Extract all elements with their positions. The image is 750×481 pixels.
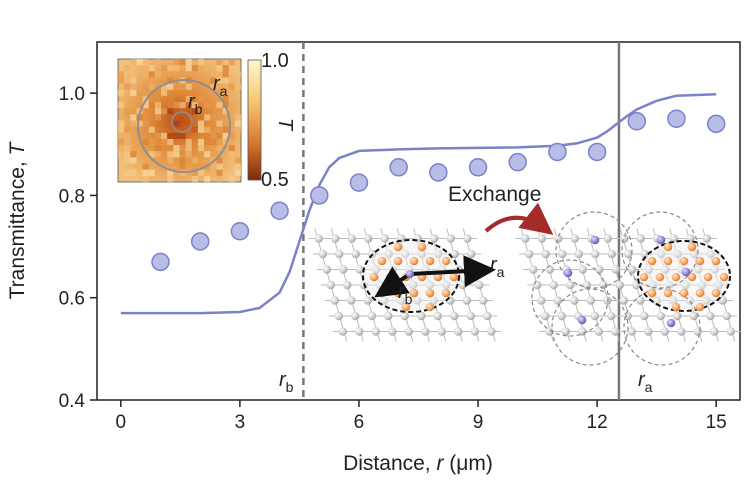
right-orange-atoms — [639, 242, 729, 312]
inset-inner-ring — [171, 111, 193, 133]
data-point — [508, 152, 527, 172]
colorbar-tick-bottom: 0.5 — [261, 169, 289, 191]
data-point — [151, 252, 170, 272]
data-point — [587, 142, 607, 162]
vector-rb-label: rb — [398, 281, 413, 307]
y-tick-label: 1.0 — [59, 84, 85, 105]
data-point — [548, 142, 567, 162]
center-atom — [406, 270, 414, 278]
vector-ra-label: ra — [490, 254, 505, 280]
data-point — [270, 201, 289, 221]
data-point — [468, 158, 488, 177]
y-tick-label: 0.8 — [59, 186, 85, 207]
y-axis-title: Transmittance, T — [6, 140, 29, 299]
right-neighbour-circles — [531, 211, 701, 366]
data-point — [310, 186, 329, 205]
x-axis: 0 3 6 9 12 15 — [116, 400, 727, 433]
plot-frame — [96, 41, 741, 401]
vector-rb-arrow — [374, 266, 412, 298]
data-point — [429, 163, 448, 182]
x-tick-label: 0 — [116, 412, 127, 433]
inset-heatmap-noise — [118, 59, 241, 182]
right-region-ellipse — [637, 240, 731, 312]
x-tick-label: 12 — [587, 412, 608, 433]
x-tick-label: 9 — [473, 412, 484, 433]
data-point — [190, 232, 210, 251]
data-point — [627, 112, 647, 131]
vector-ra-arrow — [409, 255, 496, 288]
inset-rb-label: rb — [188, 91, 203, 117]
data-point — [230, 221, 250, 241]
exchange-arrow-icon — [484, 202, 554, 235]
inset-outer-ring — [137, 79, 231, 173]
y-tick-label: 0.6 — [59, 289, 85, 310]
y-tick-label: 0.4 — [59, 391, 86, 412]
data-point — [349, 173, 369, 192]
series-fit-line — [120, 92, 717, 315]
inset-ra-label: ra — [213, 73, 228, 99]
right-purple-atoms — [563, 235, 691, 328]
x-axis-title: Distance, r (μm) — [343, 452, 493, 475]
x-tick-label: 6 — [354, 412, 365, 433]
colorbar-label: T — [274, 118, 296, 132]
y-axis: 0.4 0.6 0.8 1.0 — [59, 84, 97, 412]
data-point — [667, 109, 686, 128]
exchange-label: Exchange — [448, 183, 541, 206]
data-point — [389, 158, 408, 177]
data-point — [706, 114, 726, 134]
inset-heatmap: ra rb 1.0 0.5 T — [117, 50, 296, 191]
exchange-schematic: ra rb Exchange — [308, 183, 741, 366]
vline-ra-label: ra — [638, 369, 653, 395]
vline-rb-label: rb — [279, 369, 294, 395]
x-tick-label: 15 — [706, 412, 727, 433]
colorbar-tick-top: 1.0 — [261, 50, 289, 72]
series-points — [151, 109, 726, 272]
inset-colorbar — [247, 59, 262, 181]
x-tick-label: 3 — [235, 412, 246, 433]
